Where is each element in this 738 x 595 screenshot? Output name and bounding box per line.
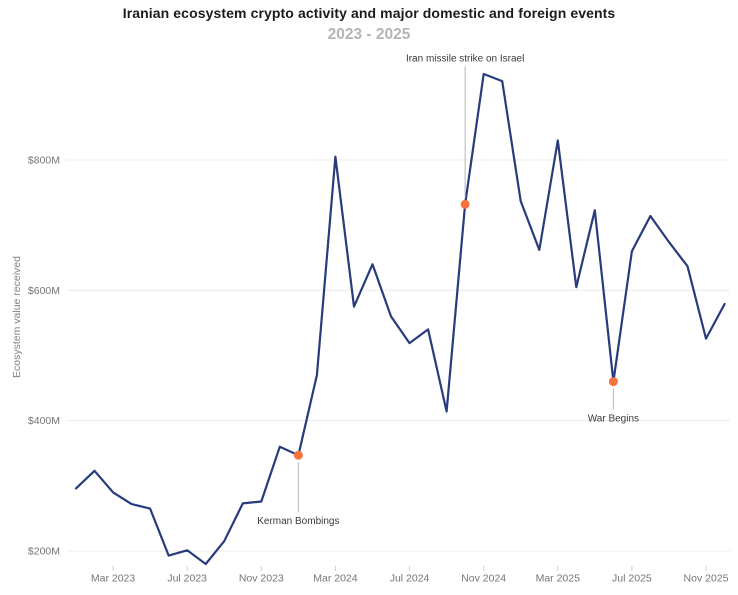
event-annotation: Kerman Bombings	[257, 450, 339, 527]
y-tick-label: $800M	[28, 155, 60, 167]
x-tick-label: Mar 2024	[313, 573, 358, 585]
x-axis-labels: Mar 2023 Jul 2023 Nov 2023 Mar 2024 Jul 2024…	[91, 573, 729, 585]
event-marker-dot	[293, 450, 303, 460]
x-tick-label: Jul 2023	[167, 573, 207, 585]
annotation-label: War Begins	[588, 414, 639, 425]
x-tick-label: Jul 2024	[390, 573, 430, 585]
annotation-label: Iran missile strike on Israel	[406, 53, 524, 64]
x-tick-label: Mar 2023	[91, 573, 136, 585]
event-annotations: Kerman Bombings Iran missile strike on Is…	[257, 53, 639, 527]
x-tick-label: Jul 2025	[612, 573, 652, 585]
event-annotation: Iran missile strike on Israel	[406, 53, 524, 209]
x-tick-label: Nov 2025	[684, 573, 729, 585]
annotation-label: Kerman Bombings	[257, 516, 339, 527]
data-line	[74, 72, 726, 566]
y-tick-label: $200M	[28, 546, 60, 558]
x-tick-label: Nov 2024	[461, 573, 506, 585]
event-annotation: War Begins	[588, 377, 639, 425]
x-tick-label: Mar 2025	[536, 573, 581, 585]
y-tick-label: $600M	[28, 285, 60, 297]
y-axis-labels: $200M $400M $600M $800M	[28, 155, 60, 558]
x-tick-label: Nov 2023	[239, 573, 284, 585]
x-axis-ticks	[112, 566, 707, 571]
event-marker-dot	[608, 377, 618, 387]
chart-subtitle: 2023 - 2025	[327, 26, 411, 43]
y-tick-label: $400M	[28, 415, 60, 427]
chart-title: Iranian ecosystem crypto activity and ma…	[122, 5, 616, 21]
gridlines	[67, 159, 730, 552]
event-marker-dot	[460, 199, 470, 209]
